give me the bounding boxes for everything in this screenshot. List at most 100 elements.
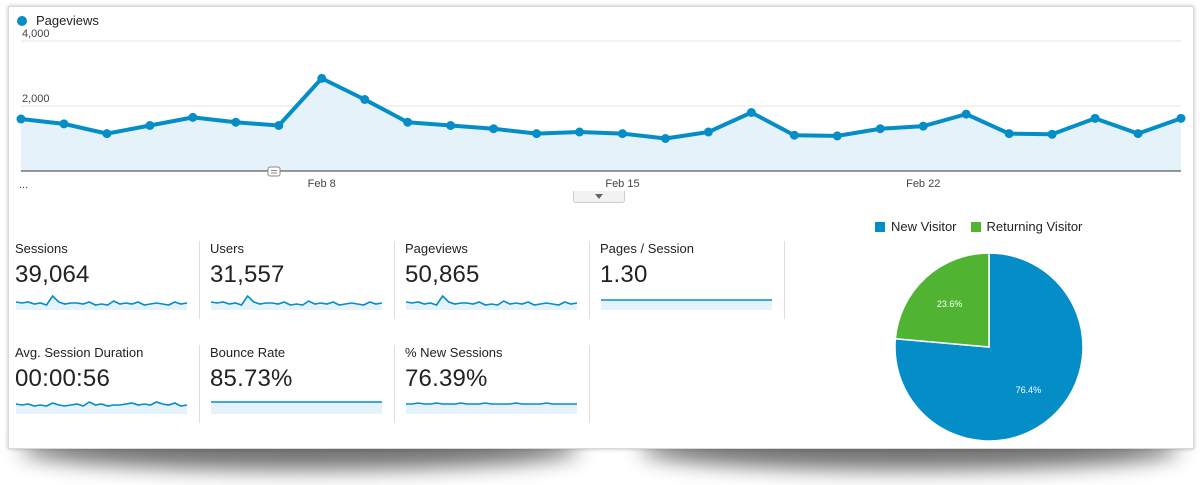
pie-legend: New Visitor Returning Visitor	[875, 219, 1096, 234]
metric-value: 31,557	[210, 261, 285, 288]
metric-label: Pages / Session	[600, 241, 694, 256]
metric-value: 76.39%	[405, 365, 488, 392]
pageviews-point[interactable]	[317, 73, 327, 83]
metric-label: Avg. Session Duration	[15, 345, 144, 360]
metric-sparkline	[405, 294, 578, 310]
pageviews-point[interactable]	[703, 127, 713, 137]
separator	[589, 345, 590, 423]
pageviews-area	[21, 78, 1181, 171]
chart-collapse-handle[interactable]	[573, 191, 625, 203]
y-tick-label: 4,000	[22, 28, 50, 40]
pageviews-point[interactable]	[961, 109, 971, 119]
pageviews-point[interactable]	[446, 121, 456, 130]
x-tick-label: Feb 15	[605, 178, 639, 190]
metric-value: 50,865	[405, 261, 480, 288]
metric-bounce-rate[interactable]: Bounce Rate 85.73%	[210, 345, 385, 425]
pageviews-point[interactable]	[1004, 129, 1014, 139]
pageviews-point[interactable]	[231, 117, 241, 127]
metric-label: Sessions	[15, 241, 68, 256]
metric-sparkline	[211, 401, 382, 414]
pageviews-legend[interactable]: Pageviews	[17, 13, 99, 28]
metric-sessions[interactable]: Sessions 39,064	[15, 241, 190, 321]
sparkline-area	[406, 296, 577, 310]
metric-label: % New Sessions	[405, 345, 503, 360]
metric-value: 1.30	[600, 261, 648, 288]
x-tick-label: Feb 22	[906, 178, 940, 190]
pageviews-point[interactable]	[360, 95, 370, 104]
pageviews-point[interactable]	[789, 130, 799, 140]
metric-new-sessions[interactable]: % New Sessions 76.39%	[405, 345, 580, 425]
sparkline-area	[601, 300, 772, 310]
pageviews-point[interactable]	[918, 121, 928, 131]
pageviews-point[interactable]	[617, 129, 627, 139]
pie-slice-label: 76.4%	[1016, 385, 1042, 395]
separator	[784, 241, 785, 319]
pageviews-point[interactable]	[16, 114, 26, 124]
pageviews-point[interactable]	[403, 117, 413, 127]
metric-avg-session-duration[interactable]: Avg. Session Duration 00:00:56	[15, 345, 190, 425]
pie-slice-new-visitor[interactable]	[894, 252, 1084, 442]
sparkline-line	[406, 402, 577, 405]
sparkline-line	[15, 401, 188, 407]
metric-sparkline	[406, 402, 577, 414]
pageviews-line	[20, 76, 1182, 141]
metric-sparkline	[15, 401, 188, 414]
annotation-marker-icon[interactable]	[267, 166, 281, 177]
pageviews-point[interactable]	[875, 124, 885, 134]
pageviews-point[interactable]	[1176, 113, 1186, 123]
sparkline-area	[16, 296, 187, 310]
metric-value: 85.73%	[210, 365, 293, 392]
metric-label: Users	[210, 241, 244, 256]
sparkline-area	[211, 296, 382, 310]
visitor-type-pie-chart[interactable]: 76.4% 23.6%	[889, 247, 1089, 447]
pie-slice-label: 23.6%	[937, 299, 963, 309]
metric-pages-session[interactable]: Pages / Session 1.30	[600, 241, 775, 321]
pageviews-point[interactable]	[746, 108, 756, 117]
metric-sparkline	[210, 294, 383, 310]
pageviews-point[interactable]	[1047, 129, 1057, 139]
pie-legend-returning-visitor[interactable]: Returning Visitor	[970, 219, 1083, 234]
pie-legend-label-new: New Visitor	[891, 219, 957, 234]
separator	[199, 345, 200, 423]
metric-sparkline	[601, 299, 772, 310]
sparkline-line	[405, 294, 578, 306]
metric-value: 39,064	[15, 261, 90, 288]
sparkline-line	[15, 294, 188, 306]
pie-legend-new-visitor[interactable]: New Visitor	[875, 219, 957, 234]
sparkline-line	[210, 294, 383, 306]
separator	[589, 241, 590, 319]
metric-label: Pageviews	[405, 241, 468, 256]
separator	[394, 241, 395, 319]
pageviews-point[interactable]	[102, 129, 112, 139]
metric-value: 00:00:56	[15, 365, 111, 392]
pageviews-point[interactable]	[1133, 129, 1143, 139]
metric-label: Bounce Rate	[210, 345, 286, 360]
pie-slice-returning-visitor[interactable]	[894, 252, 990, 348]
separator	[199, 241, 200, 319]
pie-legend-label-returning: Returning Visitor	[986, 219, 1083, 234]
pageviews-legend-label: Pageviews	[36, 13, 99, 28]
pageviews-point[interactable]	[59, 119, 69, 129]
x-axis-start-ellipsis: ...	[19, 179, 28, 191]
y-tick-label: 2,000	[22, 93, 50, 105]
sparkline-area	[406, 403, 577, 414]
pageviews-point[interactable]	[532, 129, 542, 139]
pageviews-point[interactable]	[145, 121, 155, 130]
pageviews-line-chart[interactable]: 4,000 2,000 Feb 8 Feb 15 Feb 22...	[9, 7, 1193, 192]
metric-pageviews[interactable]: Pageviews 50,865	[405, 241, 580, 321]
metric-users[interactable]: Users 31,557	[210, 241, 385, 321]
pageviews-point[interactable]	[489, 124, 499, 134]
x-tick-label: Feb 8	[308, 178, 336, 190]
pageviews-point[interactable]	[274, 121, 284, 130]
pageviews-point[interactable]	[1090, 113, 1100, 123]
pageviews-point[interactable]	[660, 134, 670, 143]
pageviews-point[interactable]	[832, 131, 842, 141]
pageviews-point[interactable]	[188, 112, 198, 122]
pageviews-legend-dot	[17, 15, 27, 26]
pie-legend-swatch-new	[875, 221, 885, 232]
pie-legend-swatch-returning	[970, 221, 981, 232]
metric-sparkline	[15, 294, 188, 310]
sparkline-area	[211, 402, 382, 414]
analytics-card: 4,000 2,000 Feb 8 Feb 15 Feb 22... Pageviews…	[8, 6, 1194, 449]
pageviews-point[interactable]	[575, 127, 585, 137]
